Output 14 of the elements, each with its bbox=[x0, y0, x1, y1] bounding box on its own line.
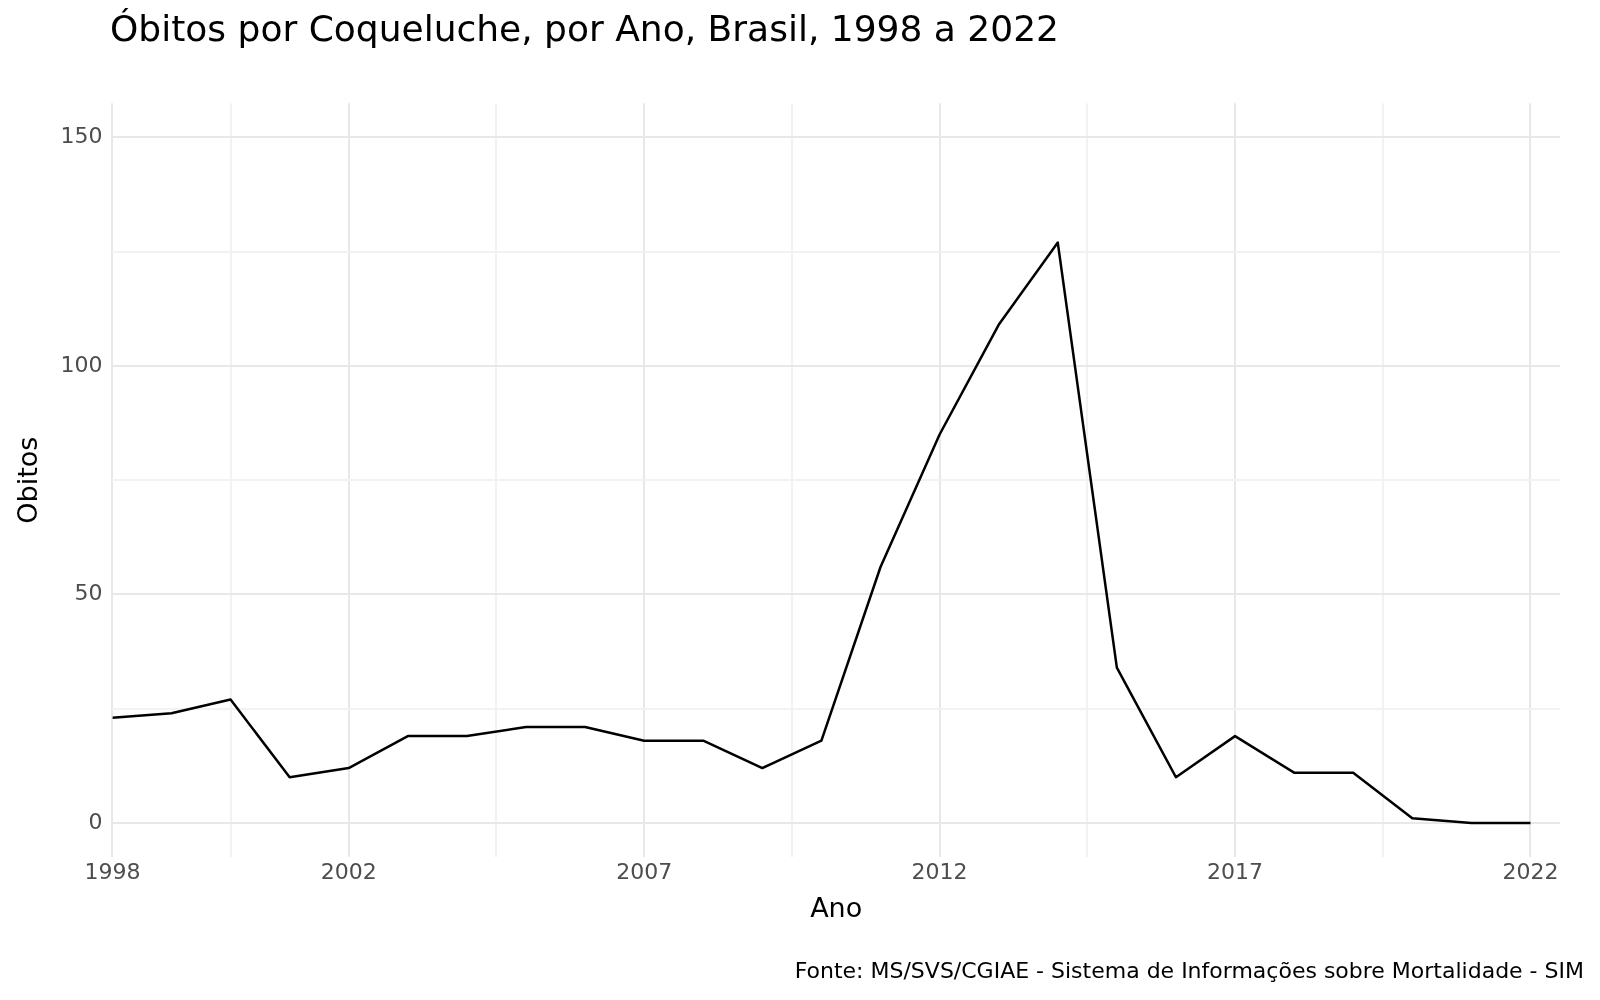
y-tick-label: 0 bbox=[88, 808, 103, 834]
y-axis-title: Obitos bbox=[12, 436, 44, 524]
source-note: Fonte: MS/SVS/CGIAE - Sistema de Informações sobre Mortalidade - SIM bbox=[794, 958, 1584, 983]
y-tick-label: 100 bbox=[60, 351, 103, 377]
y-tick-label: 150 bbox=[60, 123, 103, 149]
x-tick-label: 2022 bbox=[1502, 859, 1559, 885]
x-tick-label: 1998 bbox=[84, 859, 141, 885]
x-tick-label: 2002 bbox=[320, 859, 377, 885]
y-tick-label: 50 bbox=[74, 580, 103, 606]
chart-title: Óbitos por Coqueluche, por Ano, Brasil, 1998 a 2022 bbox=[110, 8, 1059, 49]
x-tick-label: 2012 bbox=[911, 859, 968, 885]
x-tick-label: 2017 bbox=[1207, 859, 1264, 885]
x-axis-title: Ano bbox=[810, 891, 863, 923]
x-tick-label: 2007 bbox=[616, 859, 673, 885]
